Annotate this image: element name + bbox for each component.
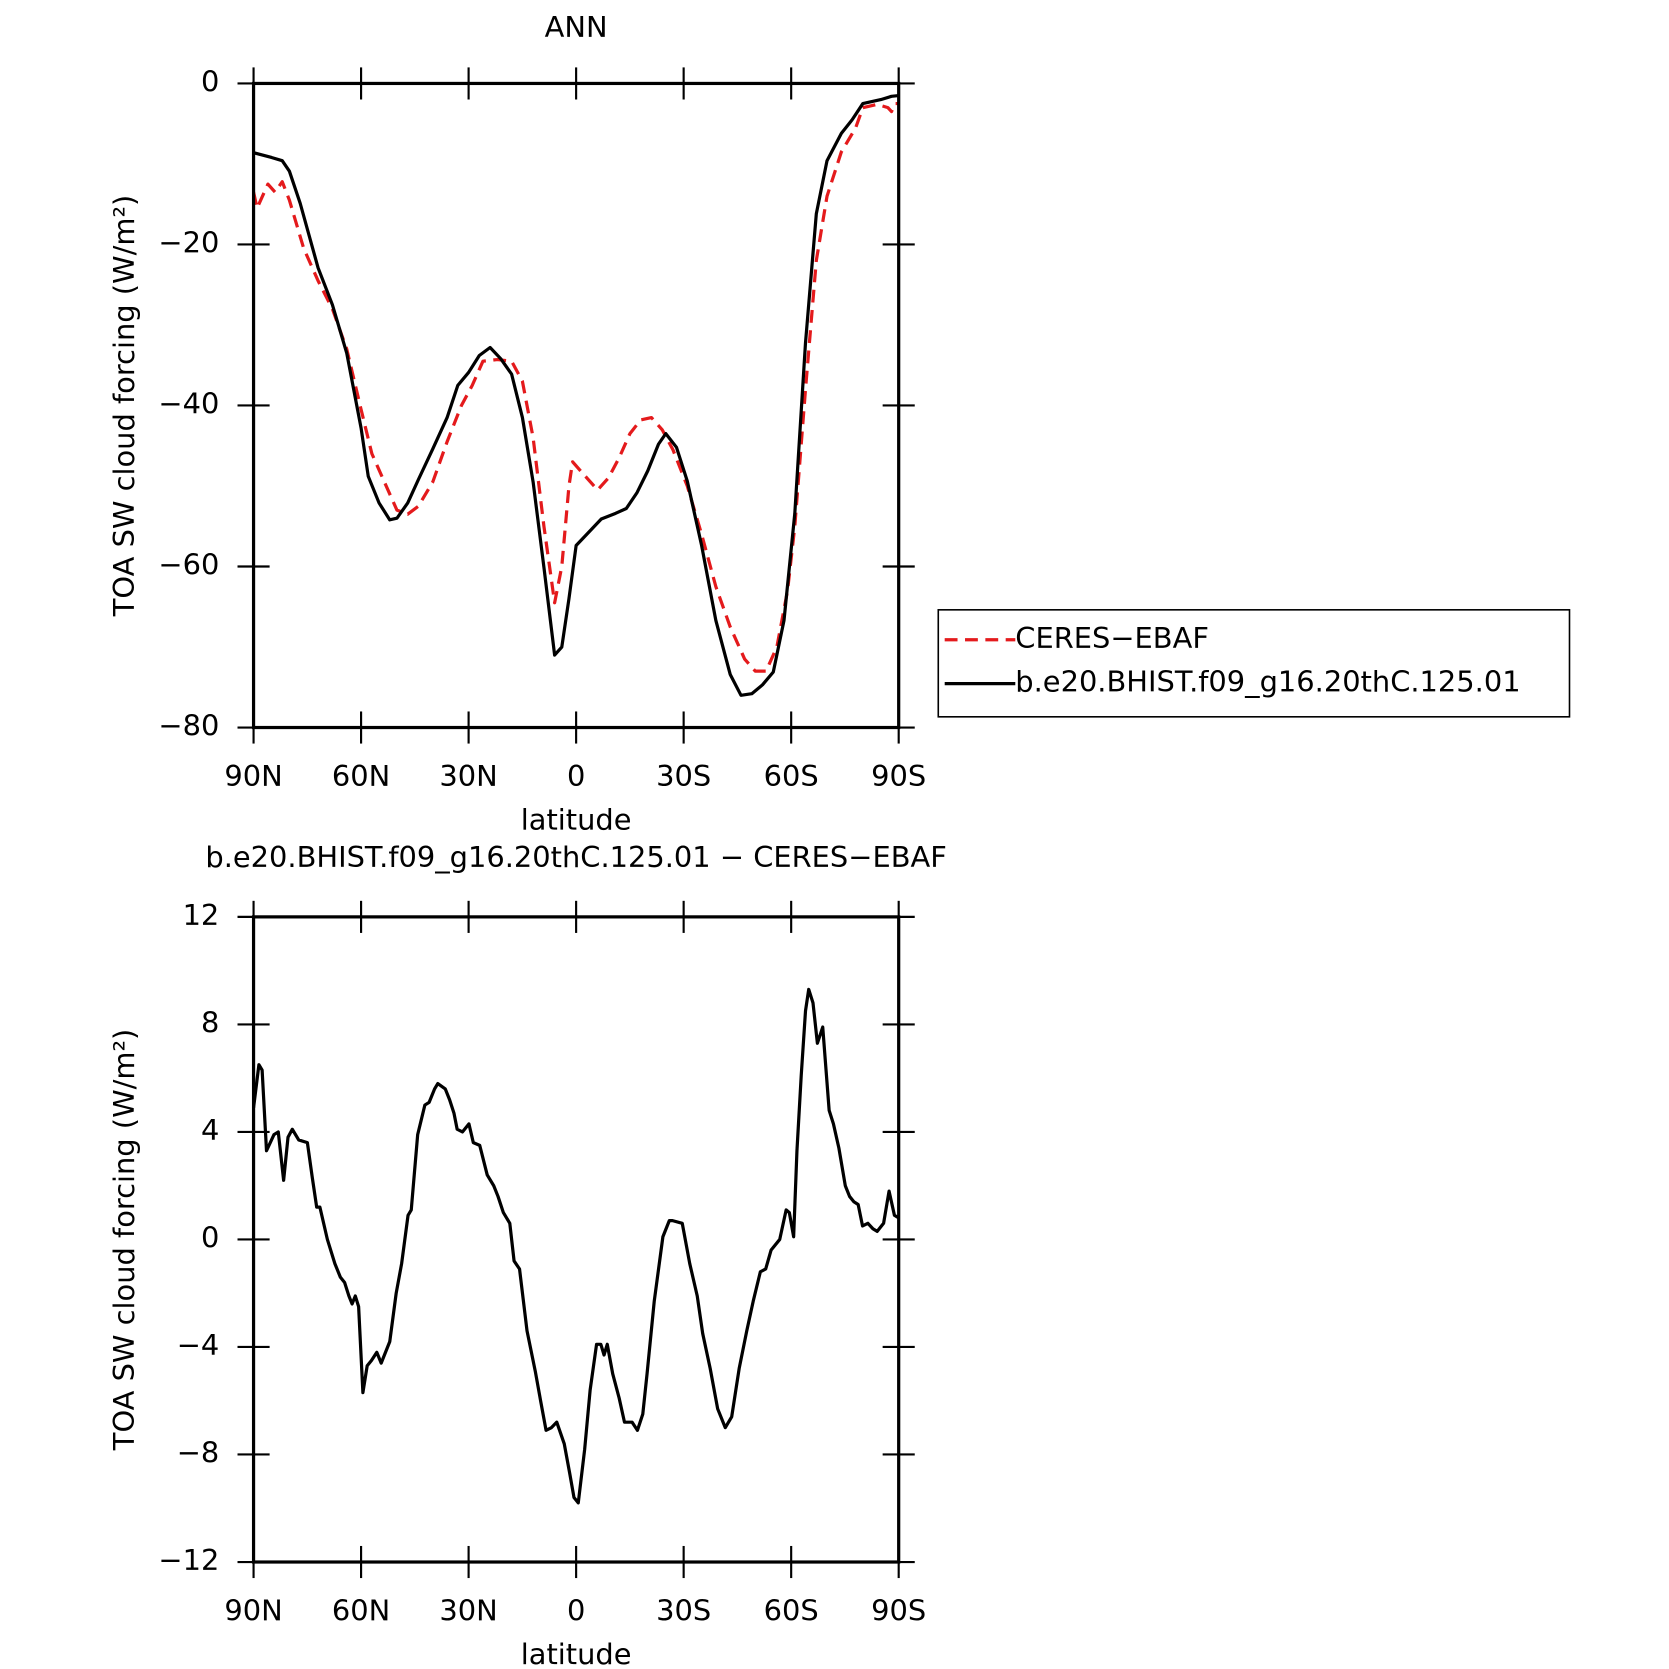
y-axis-label: TOA SW cloud forcing (W/m²) [107, 195, 141, 618]
y-tick-label: −8 [177, 1435, 220, 1469]
x-tick-label: 90S [871, 1593, 926, 1627]
x-tick-label: 30N [439, 1593, 497, 1627]
chart-title: b.e20.BHIST.f09_g16.20thC.125.01 − CERES… [205, 840, 947, 874]
plot-frame [251, 81, 901, 730]
x-tick-label: 30S [656, 759, 711, 793]
y-tick-label: 12 [183, 898, 220, 932]
x-tick-label: 0 [567, 1593, 585, 1627]
x-tick-label: 90N [224, 1593, 282, 1627]
x-tick-label: 60S [764, 759, 819, 793]
x-axis-label: latitude [521, 1637, 632, 1669]
legend-label: CERES−EBAF [1015, 621, 1209, 655]
x-tick-label: 60N [332, 1593, 390, 1627]
x-tick-label: 30S [656, 1593, 711, 1627]
x-tick-label: 30N [439, 759, 497, 793]
plot-frame [251, 915, 901, 1564]
x-tick-label: 90N [224, 759, 282, 793]
y-tick-label: 8 [201, 1005, 219, 1039]
y-tick-label: −80 [158, 709, 219, 743]
x-axis-label: latitude [521, 803, 632, 837]
chart-title: ANN [545, 10, 608, 44]
data-line [251, 101, 899, 673]
legend-label: b.e20.BHIST.f09_g16.20thC.125.01 [1015, 665, 1520, 699]
x-tick-label: 60N [332, 759, 390, 793]
data-line [253, 93, 899, 697]
x-tick-label: 90S [871, 759, 926, 793]
y-tick-label: −20 [158, 225, 219, 259]
y-tick-label: −60 [158, 547, 219, 581]
y-tick-label: 0 [201, 1220, 219, 1254]
x-tick-label: 0 [567, 759, 585, 793]
x-tick-label: 60S [764, 1593, 819, 1627]
data-line [251, 987, 900, 1505]
y-tick-label: 4 [201, 1113, 219, 1147]
y-tick-label: −4 [177, 1328, 220, 1362]
y-axis-label: TOA SW cloud forcing (W/m²) [107, 1029, 141, 1452]
y-tick-label: −12 [158, 1543, 219, 1577]
y-tick-label: −40 [158, 386, 219, 420]
y-tick-label: 0 [201, 64, 219, 98]
legend-box [937, 609, 1571, 718]
